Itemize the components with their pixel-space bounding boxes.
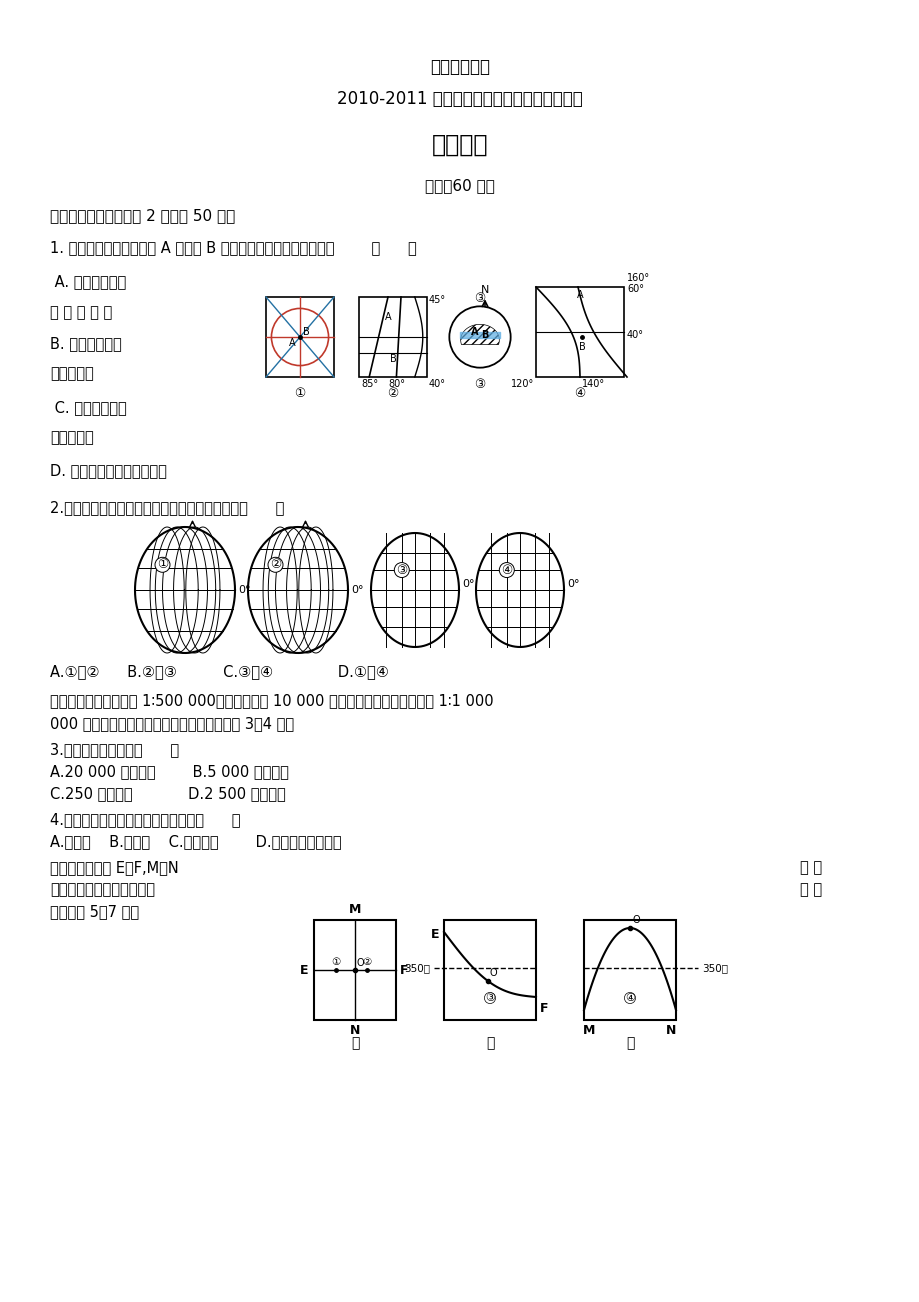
Text: ①: ① [157,559,168,572]
Text: A: A [384,312,391,322]
Text: 一幅地图比例尺为 1∶500 000，图幅面积为 10 000 平方厘米。根据需要，现用 1∶1 000: 一幅地图比例尺为 1∶500 000，图幅面积为 10 000 平方厘米。根据需… [50,693,494,708]
Text: 160°: 160° [627,273,650,283]
Text: ③: ③ [484,993,494,1003]
Text: C. 东北、西北、: C. 东北、西北、 [50,400,127,415]
Text: B: B [578,342,584,352]
Text: F: F [400,963,408,976]
Polygon shape [460,324,499,345]
Text: B: B [390,354,396,365]
Text: 西北、西南: 西北、西南 [50,430,94,445]
Text: 所 作: 所 作 [800,861,822,875]
Text: A.①和②      B.②和③          C.③和④              D.①和④: A.①和② B.②和③ C.③和④ D.①和④ [50,664,389,680]
Text: 0°: 0° [461,579,474,590]
Text: 的地形剖面分别为乙图和丙: 的地形剖面分别为乙图和丙 [50,881,154,897]
Text: ①: ① [294,387,305,400]
Text: 一、单项选择题（每题 2 分，共 50 分）: 一、单项选择题（每题 2 分，共 50 分） [50,208,235,223]
Text: ②: ② [269,559,281,572]
Text: A. 西北、东北、: A. 西北、东北、 [50,273,126,289]
Text: N: N [481,285,489,296]
Text: B: B [481,329,488,340]
Text: 右图中，沿甲图 E～F,M～N: 右图中，沿甲图 E～F,M～N [50,861,178,875]
Text: 140°: 140° [582,379,605,389]
Text: 40°: 40° [428,379,446,389]
Text: N: N [665,1023,675,1036]
Bar [584,921,675,1019]
Text: C.250 平方厘米            D.2 500 平方厘米: C.250 平方厘米 D.2 500 平方厘米 [50,786,286,801]
Text: 西北、西北: 西北、西北 [50,366,94,381]
Text: 4.新图与原图相比，表示的地理事物（      ）: 4.新图与原图相比，表示的地理事物（ ） [50,812,240,827]
Bar [536,286,623,378]
Text: ①: ① [331,957,340,967]
Text: 45°: 45° [428,296,446,305]
Text: 地理试题: 地理试题 [431,133,488,158]
Text: N: N [349,1023,360,1036]
Text: F: F [539,1001,548,1014]
Text: 1. 下图所示四幅图中关于 A 相对于 B 的方向判断排列顺序正确的是        （      ）: 1. 下图所示四幅图中关于 A 相对于 B 的方向判断排列顺序正确的是 （ ） [50,240,416,255]
Bar [266,297,334,378]
Text: B. 西南、东北、: B. 西南、东北、 [50,336,121,352]
Text: 350米: 350米 [403,963,429,973]
Bar [358,297,426,378]
Text: D. 西北、西北、西南、东北: D. 西北、西北、西南、东北 [50,464,166,478]
Text: A: A [289,339,295,348]
Text: 甲: 甲 [350,1036,358,1049]
Text: 350米: 350米 [701,963,727,973]
Text: O: O [357,958,364,967]
Text: 120°: 120° [510,379,533,389]
Text: A: A [576,290,583,299]
Text: O: O [489,967,497,978]
Text: 80°: 80° [388,379,404,389]
Bar [444,921,536,1019]
Text: ②: ② [387,387,398,400]
Text: 85°: 85° [360,379,378,389]
Text: 2010-2011 学年高二年级第一学期第二次月考: 2010-2011 学年高二年级第一学期第二次月考 [336,90,583,108]
Text: ④: ④ [573,387,585,400]
Text: O: O [631,915,640,924]
Text: ④: ④ [501,564,512,577]
Text: 000 的比例尺绘制同一地区的地图，据此回答 3～4 题。: 000 的比例尺绘制同一地区的地图，据此回答 3～4 题。 [50,716,294,730]
Text: M: M [582,1023,595,1036]
Polygon shape [460,324,499,345]
Text: A.更详细    B.较粗略    C.没有变化        D.相对位置发生变化: A.更详细 B.较粗略 C.没有变化 D.相对位置发生变化 [50,835,341,849]
Text: E: E [300,963,308,976]
Text: 时间：60 分钟: 时间：60 分钟 [425,178,494,193]
Text: ③: ③ [396,564,407,577]
Text: 0°: 0° [351,585,363,595]
Text: B: B [302,327,309,337]
Text: 乙: 乙 [485,1036,494,1049]
Text: 山西大学附中: 山西大学附中 [429,59,490,76]
Bar [313,921,395,1019]
Text: ②: ② [362,957,371,967]
Text: M: M [348,904,361,917]
Text: 40°: 40° [627,329,643,340]
Text: 2.在下列的四幅图中，经纬度位置相同的两点是（      ）: 2.在下列的四幅图中，经纬度位置相同的两点是（ ） [50,500,284,516]
Text: A.20 000 平方厘米        B.5 000 平方厘米: A.20 000 平方厘米 B.5 000 平方厘米 [50,764,289,779]
Text: 读图回答 5～7 题。: 读图回答 5～7 题。 [50,904,139,919]
Text: 3.新图图幅的面积为（      ）: 3.新图图幅的面积为（ ） [50,742,179,756]
Text: 西 南 、 西 北: 西 南 、 西 北 [50,305,112,320]
Text: 60°: 60° [627,284,643,294]
Text: ③: ③ [474,378,485,391]
Text: ③: ③ [474,293,485,306]
Text: 图 。: 图 。 [800,881,822,897]
Text: E: E [430,928,438,941]
Text: 0°: 0° [238,585,250,595]
Text: A: A [471,327,478,337]
Text: ④: ④ [624,993,634,1003]
Text: 丙: 丙 [625,1036,633,1049]
Text: 0°: 0° [566,579,579,590]
